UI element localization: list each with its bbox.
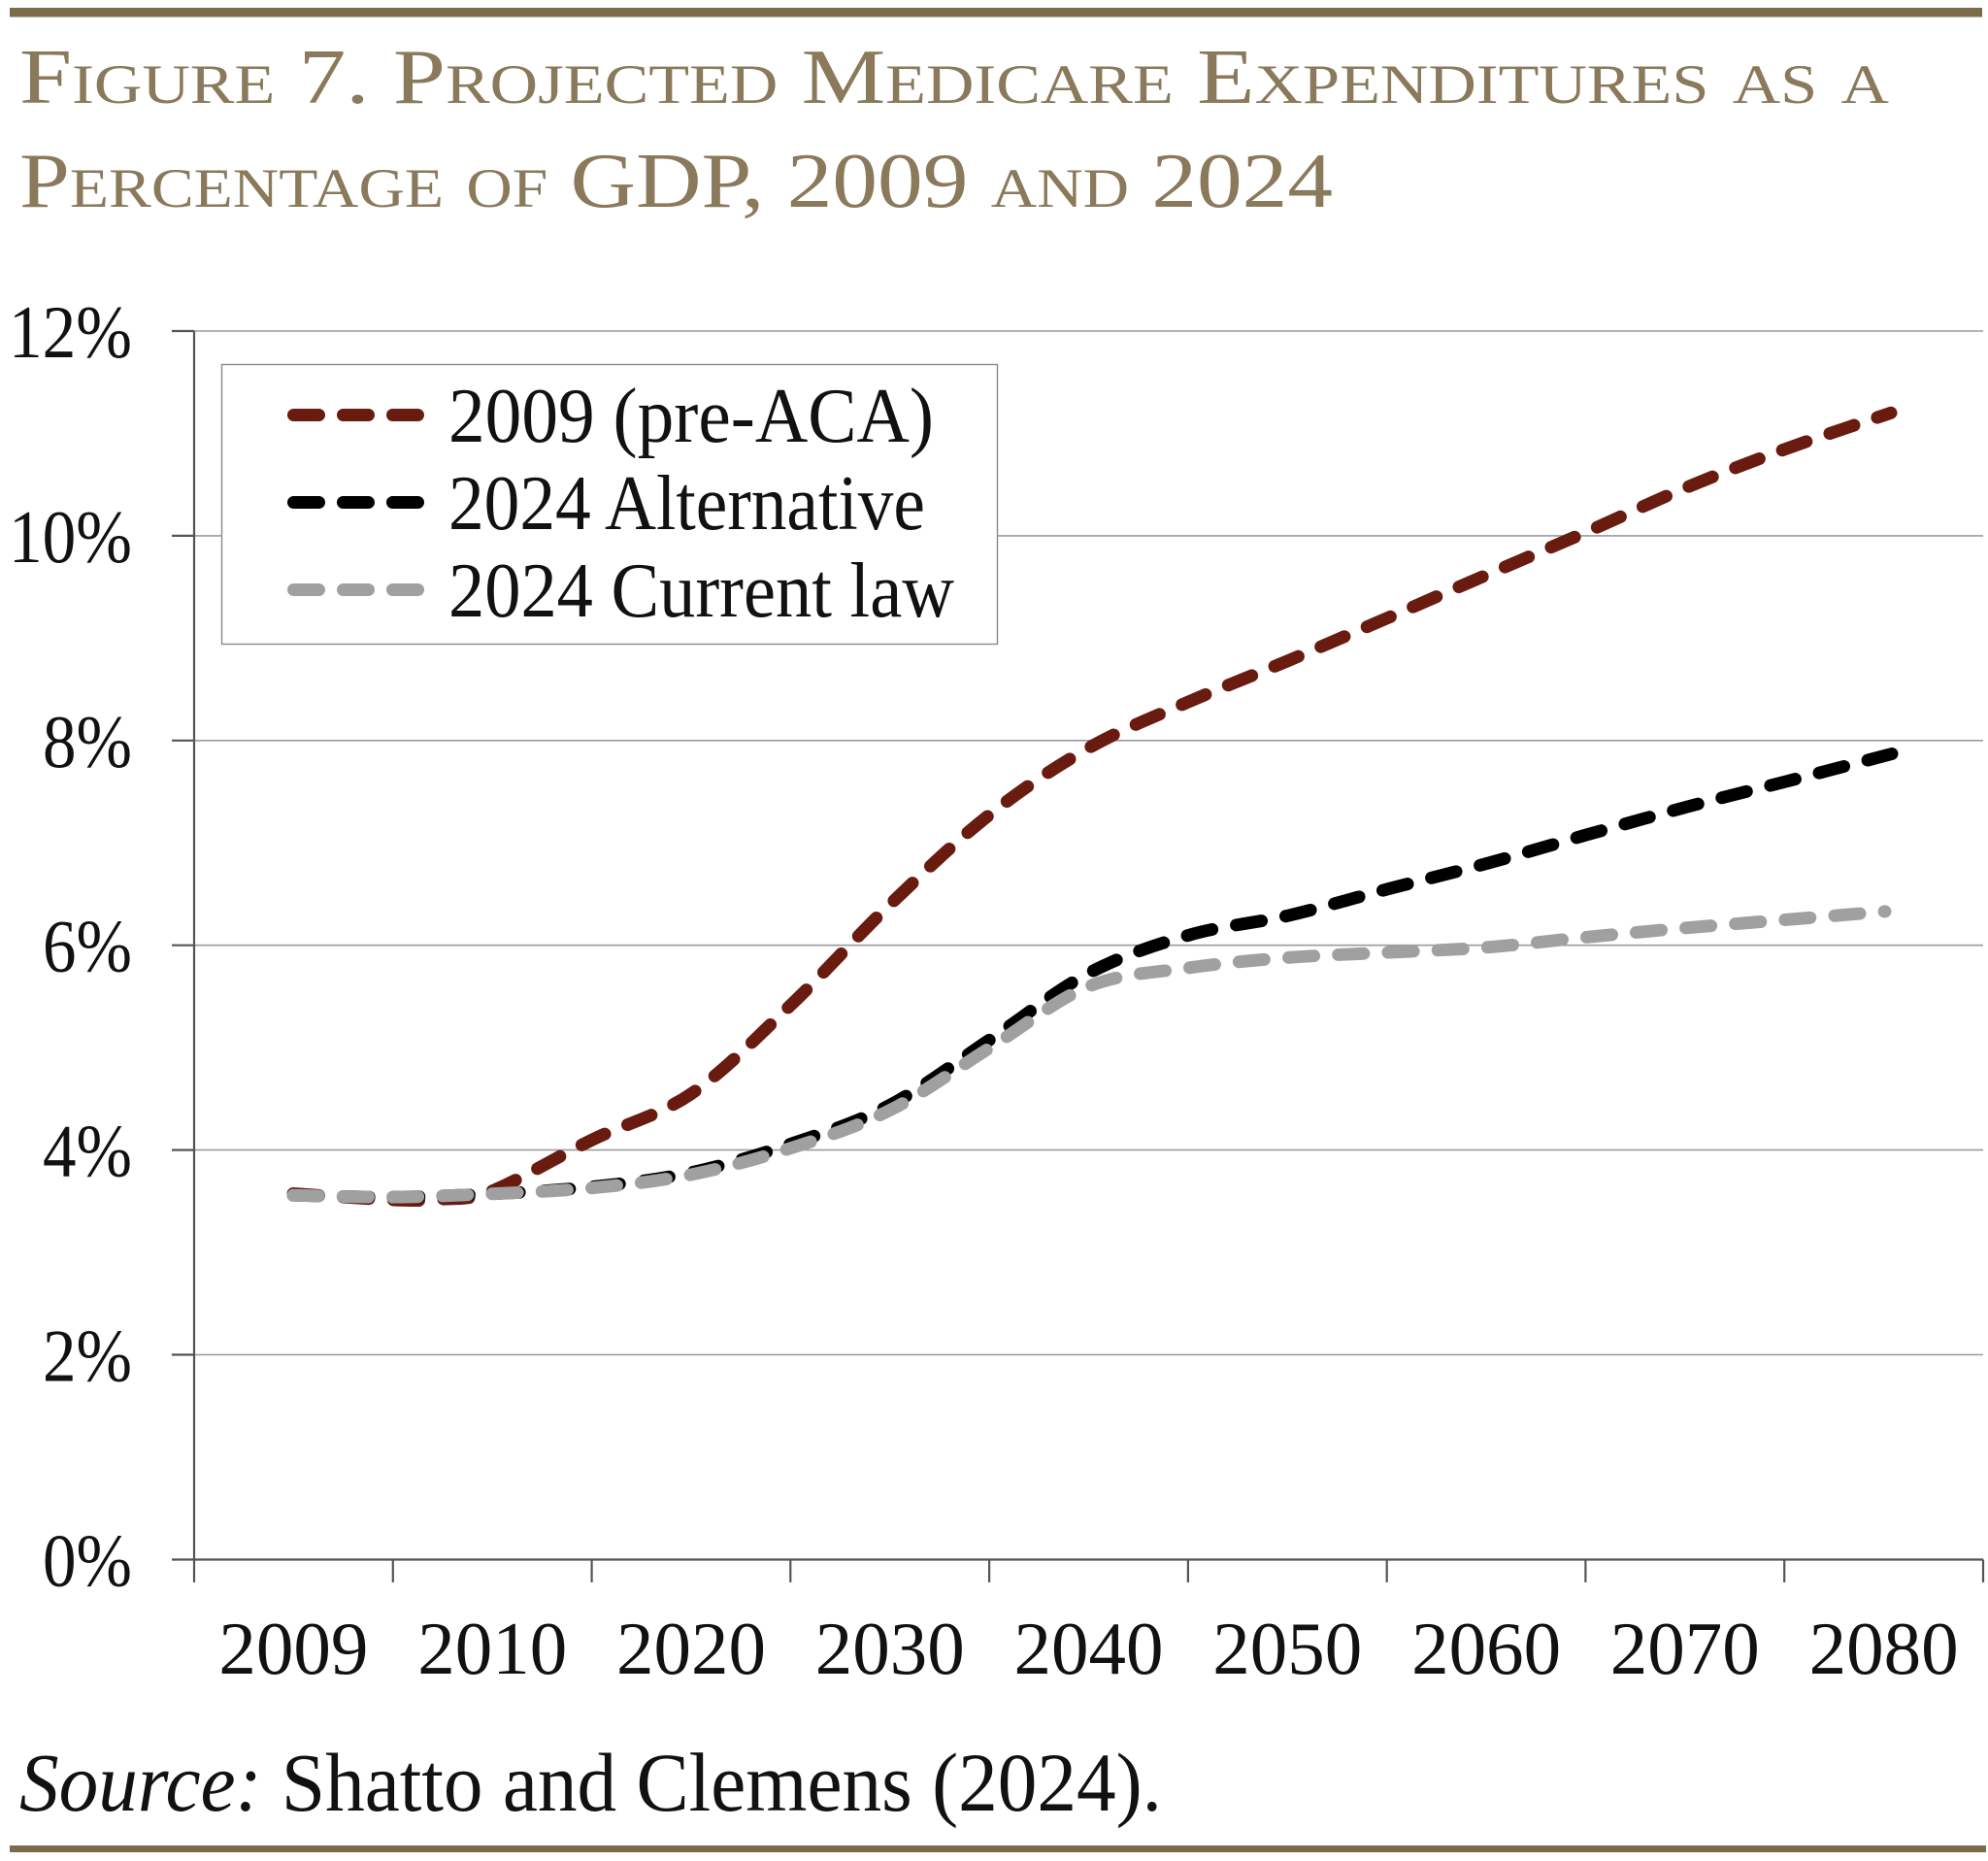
svg-text:6%: 6%	[43, 905, 132, 988]
svg-text:2030: 2030	[815, 1607, 965, 1690]
svg-text:8%: 8%	[43, 700, 132, 783]
svg-text:Figure 7. Projected Medicare E: Figure 7. Projected Medicare Expenditure…	[19, 33, 1889, 120]
svg-text:4%: 4%	[43, 1110, 132, 1193]
svg-text:2060: 2060	[1411, 1607, 1561, 1690]
svg-text:Percentage of GDP, 2009 and 20: Percentage of GDP, 2009 and 2024	[19, 137, 1333, 224]
svg-text:2009: 2009	[218, 1607, 368, 1690]
svg-text:2010: 2010	[417, 1607, 567, 1690]
svg-text:2080: 2080	[1809, 1607, 1959, 1690]
svg-text:Source: Shatto and Clemens (20: Source: Shatto and Clemens (2024).	[19, 1736, 1162, 1829]
svg-text:2050: 2050	[1212, 1607, 1362, 1690]
svg-text:2020: 2020	[616, 1607, 766, 1690]
svg-text:12%: 12%	[9, 290, 132, 374]
svg-text:0%: 0%	[43, 1519, 132, 1603]
svg-text:2024 Current law: 2024 Current law	[448, 548, 954, 634]
svg-text:2%: 2%	[43, 1314, 132, 1398]
svg-text:2009 (pre-ACA): 2009 (pre-ACA)	[448, 374, 934, 459]
svg-text:10%: 10%	[9, 495, 132, 579]
svg-text:2070: 2070	[1610, 1607, 1760, 1690]
svg-text:2040: 2040	[1014, 1607, 1164, 1690]
svg-text:2024 Alternative: 2024 Alternative	[448, 461, 925, 547]
